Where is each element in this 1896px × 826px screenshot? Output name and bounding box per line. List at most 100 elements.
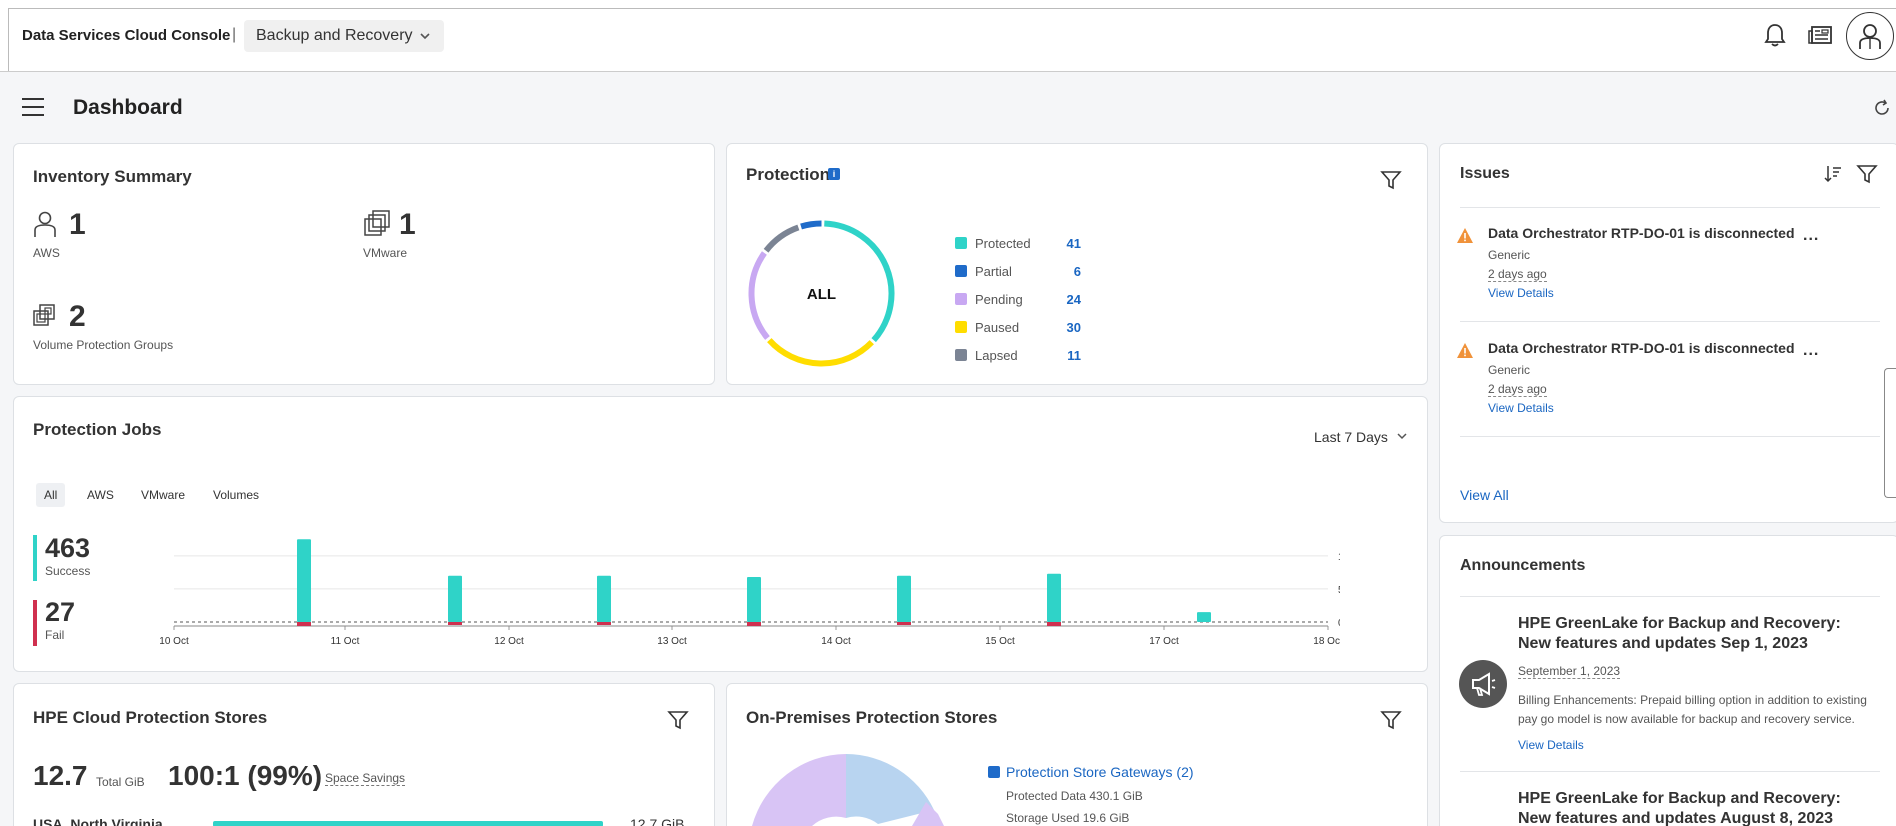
- issue-view-details-link[interactable]: View Details: [1488, 401, 1554, 415]
- bar-success[interactable]: [897, 575, 911, 622]
- app-selector[interactable]: Backup and Recovery: [244, 20, 444, 52]
- donut-segment-lapsed[interactable]: [763, 224, 800, 253]
- legend-label: Paused: [975, 320, 1020, 335]
- tab-volumes[interactable]: Volumes: [213, 488, 260, 502]
- issue-title: Data Orchestrator RTP-DO-01 is disconnec…: [1488, 225, 1795, 241]
- space-savings-value: 100:1 (99%): [168, 760, 323, 791]
- bar-success[interactable]: [747, 577, 761, 622]
- bar-success[interactable]: [297, 539, 311, 622]
- legend-item-paused[interactable]: Paused 30: [955, 320, 1081, 335]
- issues-card: [1439, 143, 1896, 523]
- success-stat: 463 Success: [45, 533, 90, 578]
- legend-item-partial[interactable]: Partial 6: [955, 264, 1081, 279]
- donut-segment-partial[interactable]: [800, 220, 822, 230]
- more-options-icon[interactable]: ...: [1803, 342, 1820, 359]
- x-tick-label: 13 Oct: [657, 636, 687, 647]
- top-bar: Data Services Cloud Console | Backup and…: [0, 0, 1896, 72]
- bell-icon[interactable]: [1760, 20, 1790, 50]
- side-drawer-handle[interactable]: [1884, 368, 1896, 498]
- bar-success[interactable]: [597, 575, 611, 622]
- bar-success[interactable]: [1047, 573, 1061, 622]
- donut-segment-small: [912, 802, 944, 826]
- info-icon[interactable]: i: [828, 168, 840, 180]
- filter-icon[interactable]: [1380, 169, 1402, 191]
- legend-item-protected[interactable]: Protected 41: [955, 236, 1081, 251]
- cloud-total-label: Total GiB: [96, 775, 145, 789]
- chevron-down-icon: [1397, 433, 1407, 440]
- more-options-icon[interactable]: ...: [1803, 227, 1820, 244]
- bar-success[interactable]: [448, 575, 462, 622]
- legend-swatch: [955, 321, 967, 333]
- view-all-issues-link[interactable]: View All: [1460, 487, 1509, 503]
- announcements-title: Announcements: [1460, 557, 1586, 574]
- protection-jobs-bar-chart[interactable]: 10 Oct 11 Oct 12 Oct 13 Oct 14 Oct 15 Oct 17 O…: [160, 530, 1340, 655]
- success-indicator: [33, 535, 37, 581]
- success-count: 463: [45, 533, 91, 563]
- date-range-label: Last 7 Days: [1314, 429, 1388, 445]
- news-icon[interactable]: [1806, 20, 1836, 50]
- cloud-stores-card: [13, 683, 715, 826]
- legend-value: 6: [1073, 264, 1081, 279]
- bar-success[interactable]: [1197, 612, 1211, 622]
- bar-fail[interactable]: [747, 622, 761, 626]
- legend-swatch: [955, 293, 967, 305]
- filter-icon[interactable]: [1856, 163, 1878, 185]
- legend-label: Lapsed: [975, 348, 1018, 363]
- onprem-donut-chart[interactable]: [748, 752, 948, 826]
- onprem-stores-title: On-Premises Protection Stores: [746, 708, 998, 727]
- fail-indicator: [33, 600, 37, 646]
- issue-time: 2 days ago: [1488, 267, 1547, 282]
- announcement-title[interactable]: HPE GreenLake for Backup and Recovery: N…: [1518, 790, 1841, 826]
- legend-swatch: [955, 349, 967, 361]
- app-selector-label: Backup and Recovery: [256, 27, 413, 44]
- inventory-aws-label: AWS: [33, 246, 60, 260]
- donut-segment-paused[interactable]: [767, 338, 874, 367]
- protection-store-gateways-link[interactable]: Protection Store Gateways (2): [1006, 764, 1194, 780]
- donut-segment-pending[interactable]: [748, 251, 770, 340]
- donut-segment-protected[interactable]: [824, 220, 895, 343]
- filter-icon[interactable]: [1380, 709, 1402, 731]
- legend-value: 41: [1066, 236, 1081, 251]
- inventory-summary-title: Inventory Summary: [33, 167, 192, 186]
- bar-fail[interactable]: [597, 622, 611, 625]
- bar-fail[interactable]: [1047, 622, 1061, 626]
- issue-view-details-link[interactable]: View Details: [1488, 286, 1554, 300]
- divider: [1460, 207, 1880, 208]
- chevron-down-icon: [420, 33, 430, 40]
- filter-icon[interactable]: [667, 709, 689, 731]
- inventory-vmware-count: 1: [399, 208, 416, 241]
- y-tick-label: 50: [1338, 585, 1340, 596]
- date-range-selector[interactable]: Last 7 Days: [1314, 429, 1408, 445]
- tab-all[interactable]: All: [36, 483, 66, 507]
- divider: [1460, 321, 1880, 322]
- donut-center-label: ALL: [807, 286, 836, 303]
- legend-label: Pending: [975, 292, 1023, 307]
- user-avatar[interactable]: [1846, 12, 1894, 60]
- tab-aws[interactable]: AWS: [87, 488, 114, 502]
- warning-icon: [1457, 343, 1473, 358]
- donut-segment-other: [752, 754, 846, 826]
- fail-count: 27: [45, 597, 76, 627]
- protection-donut-chart[interactable]: ALL: [744, 216, 899, 371]
- announcement-title[interactable]: HPE GreenLake for Backup and Recovery: N…: [1518, 615, 1841, 652]
- legend-item-lapsed[interactable]: Lapsed 11: [955, 348, 1081, 363]
- tab-vmware[interactable]: VMware: [141, 488, 186, 502]
- volume-group-icon: [33, 304, 55, 326]
- inventory-summary-card: [13, 143, 715, 385]
- announcement-view-details-link[interactable]: View Details: [1518, 738, 1584, 752]
- legend-swatch: [955, 237, 967, 249]
- bar-fail[interactable]: [297, 622, 311, 626]
- refresh-icon[interactable]: [1872, 98, 1892, 118]
- protected-data-label: Protected Data 430.1 GiB: [1006, 789, 1143, 803]
- announcements-card: [1439, 535, 1896, 826]
- sort-icon[interactable]: [1822, 163, 1844, 185]
- legend-item-pending[interactable]: Pending 24: [955, 292, 1081, 307]
- user-icon: [34, 211, 56, 237]
- y-tick-label: 100: [1338, 552, 1340, 563]
- x-tick-label: 17 Oct: [1149, 636, 1179, 647]
- menu-icon[interactable]: [22, 98, 44, 116]
- bar-fail[interactable]: [897, 622, 911, 625]
- issue-title: Data Orchestrator RTP-DO-01 is disconnec…: [1488, 340, 1795, 356]
- bar-fail[interactable]: [448, 622, 462, 625]
- brand-title[interactable]: Data Services Cloud Console: [22, 27, 231, 44]
